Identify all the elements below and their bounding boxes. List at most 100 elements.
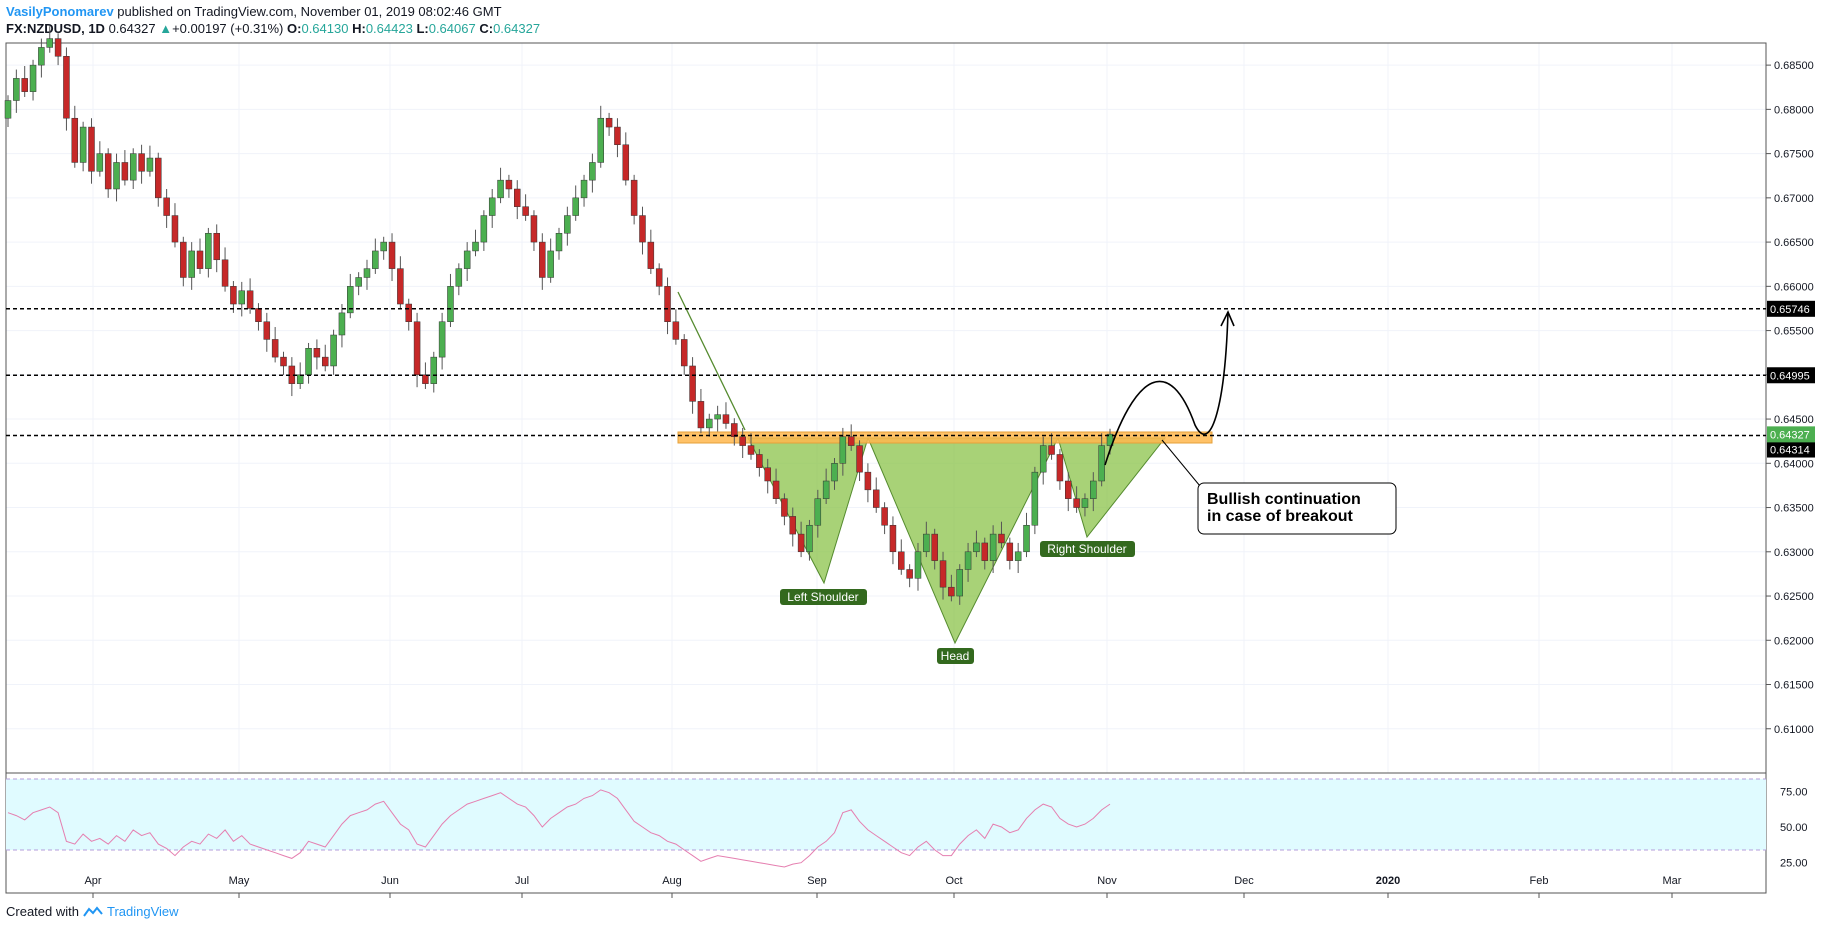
callout-box[interactable] (1197, 482, 1397, 535)
price-change: +0.00197 (+0.31%) (172, 21, 284, 36)
bear-candle (939, 560, 947, 588)
chart-publish-header: VasilyPonomarev published on TradingView… (6, 4, 502, 19)
y-tick-label: 0.61000 (1774, 724, 1814, 736)
left-shoulder-label: Left Shoulder (787, 590, 858, 604)
last-price-label: 0.64327 (1770, 429, 1810, 441)
bear-candle (747, 445, 755, 455)
bull-candle (129, 153, 137, 181)
bull-candle (706, 418, 713, 429)
time-axis: Apr May Jun Jul Aug Sep Oct Nov Dec 2020 Feb Mar (84, 875, 1682, 898)
low-label: L: (416, 21, 429, 36)
bear-candle (998, 533, 1005, 544)
bear-candle (672, 321, 680, 340)
callout-pointer (1161, 439, 1201, 487)
level-price-tag (1767, 300, 1815, 317)
x-tick-label: Nov (1097, 875, 1117, 887)
x-tick-label: Aug (662, 875, 682, 887)
bull-candle (555, 232, 563, 252)
bull-candle (714, 414, 721, 420)
bear-candle (1065, 480, 1072, 499)
bear-candle (605, 117, 613, 128)
bear-candle (213, 232, 220, 261)
bear-candle (630, 179, 638, 216)
bear-candle (397, 268, 404, 305)
rsi-tick-label: 25.00 (1780, 858, 1808, 870)
bear-candle (505, 179, 513, 190)
bear-candle (530, 215, 538, 243)
bull-candle (1081, 498, 1089, 508)
author-link[interactable]: VasilyPonomarev (6, 4, 114, 19)
bear-candle (271, 339, 279, 358)
level-price-label: 0.65746 (1770, 304, 1810, 316)
bear-candle (405, 303, 412, 322)
bull-candle (113, 162, 120, 190)
y-tick-label: 0.68000 (1774, 104, 1814, 116)
up-arrow-icon: ▲ (159, 21, 173, 36)
tradingview-link[interactable]: TradingView (106, 904, 179, 919)
bear-candle (647, 241, 655, 269)
bear-candle (756, 454, 763, 468)
bull-candle (956, 569, 963, 597)
bull-candle (29, 64, 37, 92)
bear-candle (1048, 445, 1055, 455)
bear-candle (931, 533, 938, 561)
bull-candle (822, 480, 830, 499)
x-tick-label: Oct (945, 875, 962, 887)
rsi-tick-label: 75.00 (1780, 786, 1808, 798)
y-tick-label: 0.68500 (1774, 60, 1814, 72)
bear-candle (88, 126, 95, 172)
bear-candle (639, 215, 646, 243)
right-shoulder-label: Right Shoulder (1047, 542, 1126, 556)
bear-candle (196, 250, 204, 269)
bear-candle (539, 241, 546, 278)
horizontal-levels[interactable] (6, 308, 1766, 437)
bull-candle (589, 162, 596, 181)
downtrend-line[interactable] (677, 291, 746, 431)
high-value: 0.64423 (365, 21, 413, 36)
y-tick-label: 0.62500 (1774, 591, 1814, 603)
bear-candle (21, 78, 28, 92)
bull-candle (188, 250, 195, 278)
bull-candle (1098, 445, 1105, 482)
bull-candle (447, 286, 454, 322)
bear-candle (898, 551, 905, 570)
bear-candle (388, 241, 396, 269)
x-tick-label: Feb (1530, 875, 1549, 887)
bear-candle (255, 308, 262, 322)
x-tick-label: Jul (515, 875, 529, 887)
bear-candle (781, 498, 788, 517)
x-tick-label: Sep (807, 875, 827, 887)
y-tick-label: 0.67000 (1774, 193, 1814, 205)
bear-candle (63, 56, 70, 119)
y-tick-label: 0.61500 (1774, 680, 1814, 692)
head-badge (937, 648, 974, 664)
bull-candle (839, 436, 847, 464)
x-tick-label: Mar (1663, 875, 1682, 887)
bull-candle (46, 38, 53, 48)
open-label: O: (287, 21, 302, 36)
level-price-tag (1767, 441, 1815, 458)
projection-arrow[interactable] (1104, 311, 1229, 466)
bear-candle (104, 153, 112, 190)
neckline-zone[interactable] (677, 431, 1213, 444)
bear-candle (680, 339, 688, 367)
bull-candle (547, 250, 554, 278)
bear-candle (722, 414, 730, 424)
bull-candle (1023, 524, 1030, 553)
bear-candle (180, 241, 187, 278)
bull-candle (4, 100, 12, 119)
bull-candle (989, 533, 997, 561)
bull-candle (472, 241, 479, 252)
bear-candle (872, 489, 880, 508)
bull-candle (438, 321, 446, 358)
y-tick-label: 0.66500 (1774, 237, 1814, 249)
bull-candle (355, 277, 362, 287)
symbol-label[interactable]: FX:NZDUSD, 1D (6, 21, 105, 36)
y-tick-label: 0.62000 (1774, 635, 1814, 647)
bull-candle (13, 78, 20, 101)
bear-candle (739, 436, 746, 446)
bull-candle (347, 286, 354, 314)
bull-candle (96, 153, 104, 172)
bear-candle (163, 197, 170, 216)
